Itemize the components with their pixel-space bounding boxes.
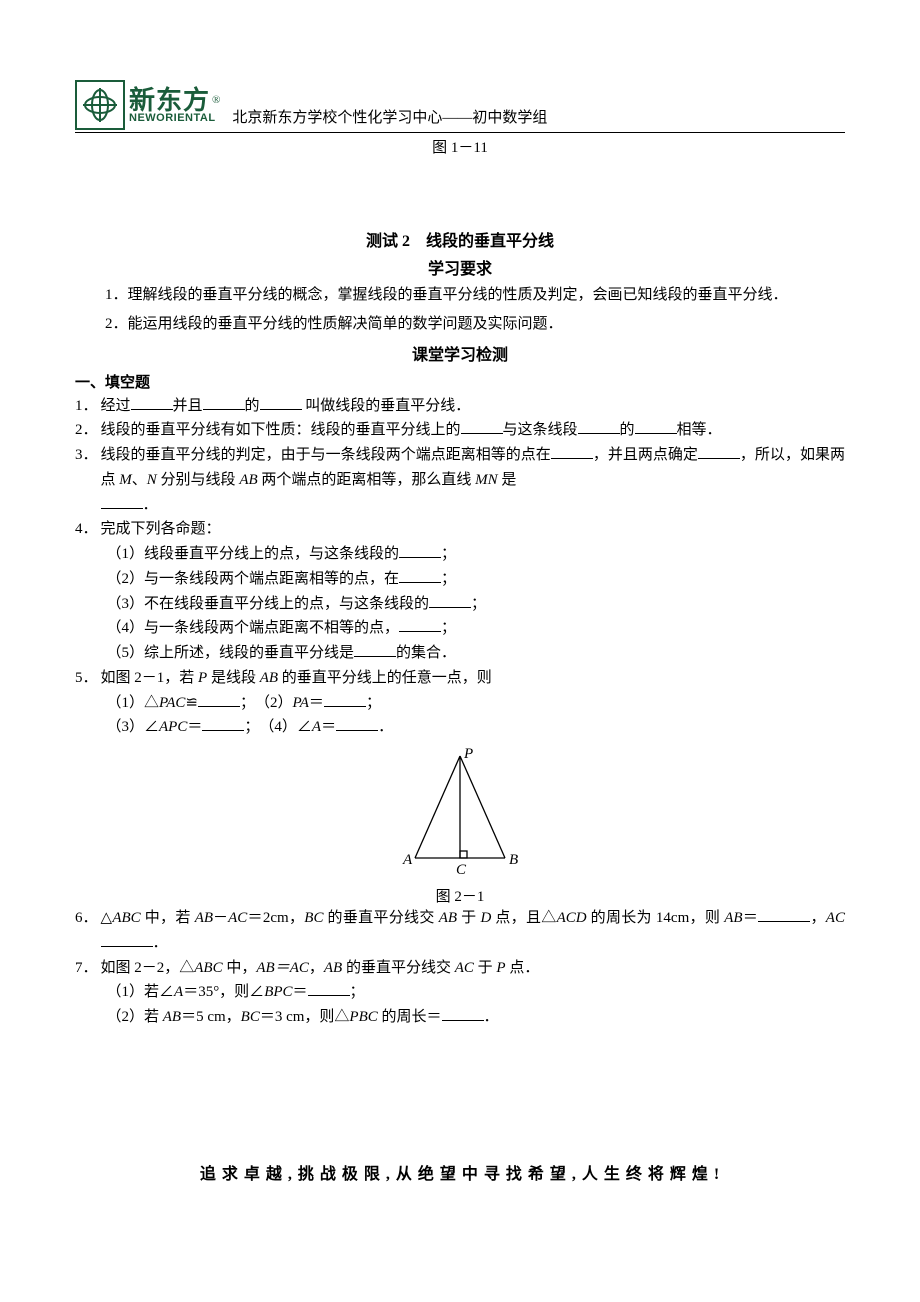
q7-sub2: （2）若 AB＝5 cm，BC＝3 cm，则△PBC 的周长＝． xyxy=(75,1005,845,1030)
q1-text: 并且 xyxy=(173,398,203,414)
q3-text: 分别与线段 xyxy=(157,472,240,488)
q7-number: 7． xyxy=(75,956,101,981)
question-1: 1． 经过 并且 的 叫做线段的垂直平分线． xyxy=(75,394,845,419)
classroom-heading: 课堂学习检测 xyxy=(75,341,845,365)
q3-text: ． xyxy=(143,497,158,513)
q5-number: 5． xyxy=(75,666,101,691)
section-1-heading: 一、填空题 xyxy=(75,371,845,392)
blank xyxy=(101,493,143,508)
var-A: A xyxy=(312,719,321,735)
brand-logo: 新东方® NEWORIENTAL xyxy=(75,80,220,130)
blank xyxy=(635,419,677,434)
var-M: M xyxy=(119,472,132,488)
q4-sub1: （1）线段垂直平分线上的点，与这条线段的； xyxy=(75,542,845,567)
q6-number: 6． xyxy=(75,906,101,956)
q1-text: 叫做线段的垂直平分线． xyxy=(302,398,471,414)
blank xyxy=(101,932,153,947)
q4-lead: 完成下列各命题： xyxy=(101,517,846,542)
q3-text: 、 xyxy=(132,472,147,488)
var-PAC: PAC xyxy=(159,695,185,711)
subtitle-requirements: 学习要求 xyxy=(75,255,845,279)
q5-sub1: （1）△PAC≌； （2）PA＝； xyxy=(75,691,845,716)
blank xyxy=(336,716,378,731)
question-7: 7． 如图 2－2，△ABC 中，AB＝AC，AB 的垂直平分线交 AC 于 P… xyxy=(75,956,845,981)
blank xyxy=(399,568,441,583)
page-header: 新东方® NEWORIENTAL 北京新东方学校个性化学习中心——初中数学组 xyxy=(75,80,845,133)
label-P: P xyxy=(463,748,473,762)
blank xyxy=(203,394,245,409)
q1-text: 经过 xyxy=(101,398,131,414)
q2-text: 的 xyxy=(620,422,635,438)
requirement-1: 1．理解线段的垂直平分线的概念，掌握线段的垂直平分线的性质及判定，会画已知线段的… xyxy=(75,283,845,308)
var-MN: MN xyxy=(475,472,498,488)
question-6: 6． △ABC 中，若 AB－AC＝2cm，BC 的垂直平分线交 AB 于 D … xyxy=(75,906,845,956)
q3-text: ，并且两点确定 xyxy=(593,447,698,463)
q4-sub3: （3）不在线段垂直平分线上的点，与这条线段的； xyxy=(75,592,845,617)
blank xyxy=(461,419,503,434)
logo-trademark: ® xyxy=(212,94,220,106)
blank xyxy=(442,1006,484,1021)
label-C: C xyxy=(456,862,467,878)
blank xyxy=(324,691,366,706)
q3-text: 是 xyxy=(498,472,517,488)
figure-2-1-caption: 图 2－1 xyxy=(75,885,845,906)
blank xyxy=(308,981,350,996)
blank xyxy=(698,444,740,459)
label-A: A xyxy=(402,852,413,868)
logo-cn-text: 新东方 xyxy=(129,85,210,115)
q3-number: 3． xyxy=(75,443,101,517)
question-4: 4． 完成下列各命题： xyxy=(75,517,845,542)
logo-icon xyxy=(75,80,125,130)
logo-en-text: NEWORIENTAL xyxy=(129,113,220,124)
var-ABC: ABC xyxy=(112,910,140,926)
q2-text: 线段的垂直平分线有如下性质：线段的垂直平分线上的 xyxy=(101,422,461,438)
q3-text: 线段的垂直平分线的判定，由于与一条线段两个端点距离相等的点在 xyxy=(101,447,551,463)
requirement-2: 2．能运用线段的垂直平分线的性质解决简单的数学问题及实际问题． xyxy=(75,312,845,337)
q4-sub4: （4）与一条线段两个端点距离不相等的点，； xyxy=(75,616,845,641)
question-3: 3． 线段的垂直平分线的判定，由于与一条线段两个端点距离相等的点在 ，并且两点确定… xyxy=(75,443,845,517)
var-AB: AB xyxy=(239,472,257,488)
blank xyxy=(260,394,302,409)
q3-text: 两个端点的距离相等，那么直线 xyxy=(258,472,476,488)
blank xyxy=(551,444,593,459)
blank xyxy=(758,907,810,922)
q2-text: 相等． xyxy=(677,422,722,438)
footer-motto: 追 求 卓 越 , 挑 战 极 限 , 从 绝 望 中 寻 找 希 望 , 人 … xyxy=(75,1160,845,1184)
question-5: 5． 如图 2－1，若 P 是线段 AB 的垂直平分线上的任意一点，则 xyxy=(75,666,845,691)
q1-number: 1． xyxy=(75,394,101,419)
var-PA: PA xyxy=(293,695,309,711)
blank xyxy=(578,419,620,434)
blank xyxy=(429,592,471,607)
blank xyxy=(399,543,441,558)
q1-text: 的 xyxy=(245,398,260,414)
blank xyxy=(131,394,173,409)
blank xyxy=(354,642,396,657)
q5-sub2: （3）∠APC＝； （4）∠A＝． xyxy=(75,715,845,740)
q4-sub2: （2）与一条线段两个端点距离相等的点，在； xyxy=(75,567,845,592)
blank xyxy=(399,617,441,632)
q4-sub5: （5）综上所述，线段的垂直平分线是的集合． xyxy=(75,641,845,666)
header-title: 北京新东方学校个性化学习中心——初中数学组 xyxy=(232,106,547,130)
var-AB: AB xyxy=(260,670,278,686)
test-title: 测试 2 线段的垂直平分线 xyxy=(75,227,845,251)
figure-2-1: P A B C xyxy=(75,748,845,883)
var-APC: APC xyxy=(159,719,187,735)
question-2: 2． 线段的垂直平分线有如下性质：线段的垂直平分线上的 与这条线段 的 相等． xyxy=(75,418,845,443)
q7-sub1: （1）若∠A＝35°，则∠BPC＝； xyxy=(75,980,845,1005)
q2-text: 与这条线段 xyxy=(503,422,578,438)
blank xyxy=(202,716,244,731)
q4-number: 4． xyxy=(75,517,101,542)
var-N: N xyxy=(147,472,157,488)
label-B: B xyxy=(509,852,518,868)
figure-1-11-caption: 图 1－11 xyxy=(75,136,845,157)
var-P: P xyxy=(198,670,207,686)
q2-number: 2． xyxy=(75,418,101,443)
blank xyxy=(198,691,240,706)
